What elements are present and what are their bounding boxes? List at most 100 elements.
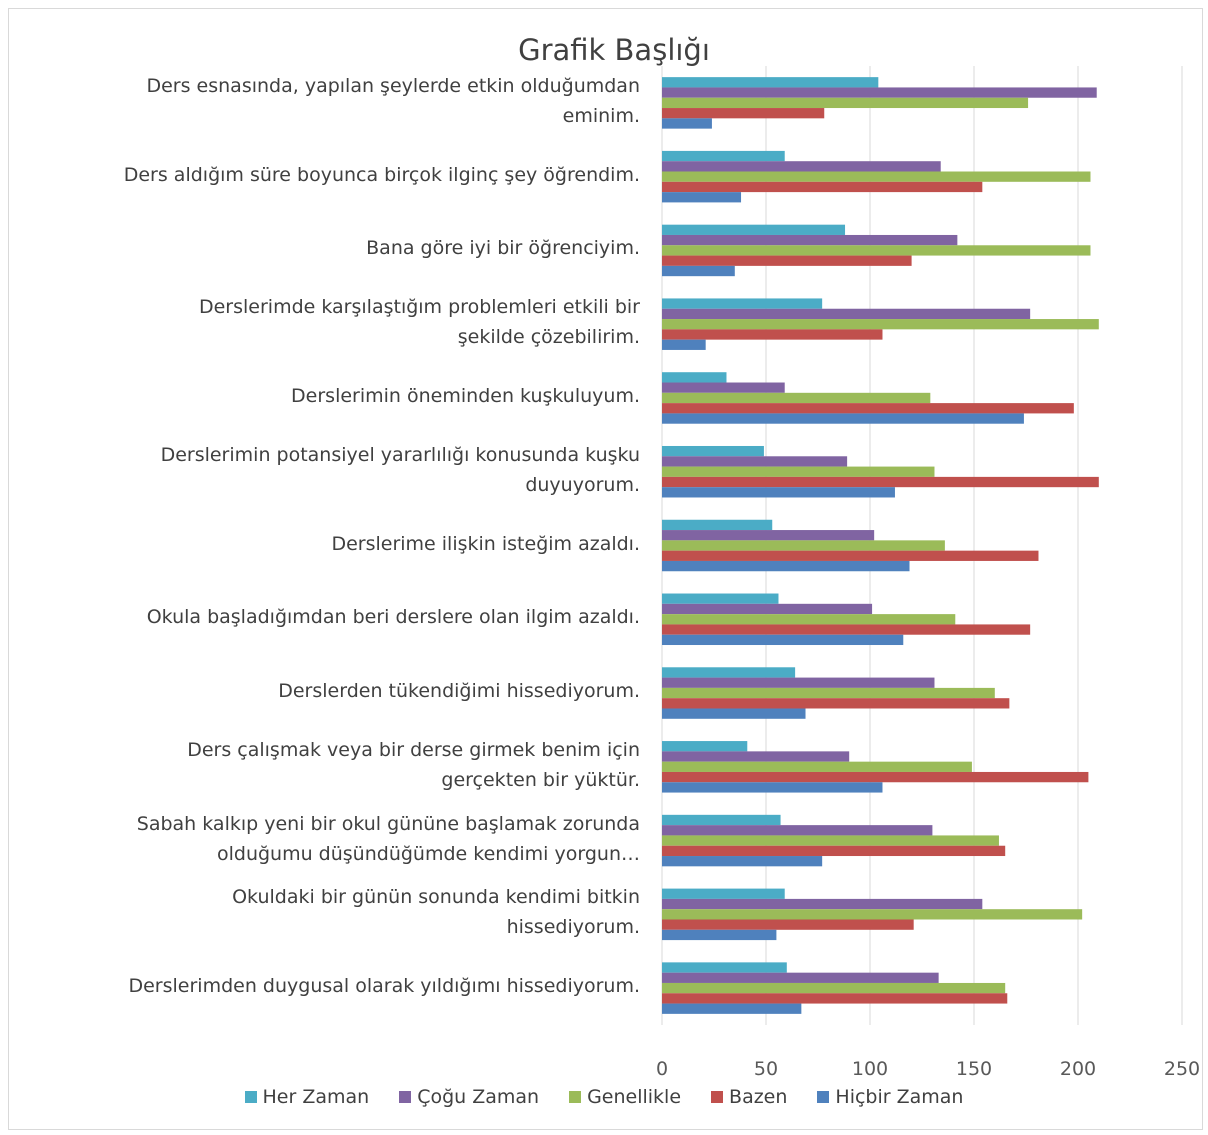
legend-label: Çoğu Zaman	[417, 1086, 540, 1108]
bar	[662, 476, 1099, 488]
bar	[662, 445, 764, 457]
bar	[662, 540, 945, 551]
bar	[662, 560, 910, 572]
chart-title: Grafik Başlığı	[518, 33, 710, 67]
legend-item: Genellikle	[569, 1086, 681, 1108]
legend: Her Zaman Çoğu Zaman Genellikle Bazen Hiçbir…	[0, 1086, 1208, 1108]
category-label-line: Derslerimin potansiyel yararlılığı konus…	[160, 443, 640, 466]
category-label-line: Okuldaki bir günün sonunda kendimi bitki…	[232, 886, 640, 909]
bar	[662, 372, 727, 383]
bar	[662, 245, 1091, 256]
chart-frame	[8, 8, 1203, 1130]
category-label: Derslerimde karşılaştığım problemleri et…	[80, 292, 640, 352]
legend-item: Hiçbir Zaman	[817, 1086, 963, 1108]
bar	[662, 603, 873, 615]
category-label: Derslerden tükendiğimi hissediyorum.	[80, 676, 640, 706]
legend-item: Çoğu Zaman	[399, 1086, 539, 1108]
bar	[662, 982, 1006, 994]
category-label-line: Derslerden tükendiğimi hissediyorum.	[278, 680, 640, 703]
bar	[662, 1003, 802, 1014]
x-tick-labels: 0 50 100 150 200 250	[656, 1058, 1200, 1080]
bar	[662, 519, 773, 531]
bar	[662, 634, 904, 646]
bar	[662, 741, 748, 752]
bar	[662, 234, 958, 246]
bar	[662, 550, 1039, 561]
bar	[662, 909, 1083, 920]
bars	[662, 77, 1099, 1014]
bar	[662, 224, 846, 235]
category-label-line: Derslerimden duygusal olarak yıldığımı h…	[128, 975, 640, 998]
category-label-line: Derslerime ilişkin isteğim azaldı.	[331, 532, 640, 555]
bar	[662, 171, 1091, 182]
category-label: Derslerimden duygusal olarak yıldığımı h…	[80, 971, 640, 1001]
bar	[662, 888, 785, 899]
bar	[662, 255, 912, 266]
bar	[662, 698, 1010, 709]
bar	[662, 161, 941, 172]
bar	[662, 329, 883, 340]
category-label-line: Ders aldığım süre boyunca birçok ilginç …	[123, 163, 640, 186]
bar	[662, 339, 706, 350]
bar	[662, 403, 1074, 414]
category-label-line: eminim.	[562, 104, 640, 127]
bar	[662, 782, 883, 793]
category-label-line: Okula başladığımdan beri derslere olan i…	[146, 606, 640, 629]
category-label: Bana göre iyi bir öğrenciyim.	[80, 233, 640, 263]
legend-swatch	[569, 1091, 582, 1103]
bar	[662, 825, 933, 836]
legend-item: Bazen	[711, 1086, 787, 1108]
legend-swatch	[244, 1091, 257, 1103]
bar	[662, 87, 1097, 98]
legend-label: Her Zaman	[262, 1086, 370, 1108]
x-tick-label: 150	[956, 1058, 992, 1080]
bar	[662, 456, 848, 467]
bar	[662, 108, 825, 119]
legend-label: Bazen	[729, 1086, 788, 1108]
x-tick-label: 0	[656, 1058, 668, 1080]
bar	[662, 929, 777, 941]
bar	[662, 835, 999, 846]
bar	[662, 814, 781, 826]
category-label: Derslerimin öneminden kuşkuluyum.	[80, 381, 640, 411]
category-label-line: Ders esnasında, yapılan şeylerde etkin o…	[146, 74, 640, 97]
bar	[662, 150, 785, 162]
bar	[662, 413, 1024, 424]
bar	[662, 919, 914, 930]
bar	[662, 614, 956, 625]
category-label: Ders çalışmak veya bir derse girmek beni…	[80, 735, 640, 795]
x-tick-label: 100	[852, 1058, 888, 1080]
category-label: Okuldaki bir günün sonunda kendimi bitki…	[80, 882, 640, 942]
bar	[662, 993, 1008, 1004]
bar	[662, 392, 931, 404]
category-label: Derslerimin potansiyel yararlılığı konus…	[80, 440, 640, 500]
legend-swatch	[711, 1091, 724, 1103]
category-label-line: Sabah kalkıp yeni bir okul gününe başlam…	[136, 812, 640, 835]
category-label-line: Ders çalışmak veya bir derse girmek beni…	[187, 738, 640, 761]
category-label-line: Derslerimin öneminden kuşkuluyum.	[291, 384, 640, 407]
bar	[662, 530, 875, 541]
legend-item: Her Zaman	[244, 1086, 370, 1108]
category-label-line: gerçekten bir yüktür.	[441, 768, 640, 791]
bar	[662, 77, 879, 88]
category-label-line: olduğumu düşündüğümde kendimi yorgun…	[216, 842, 640, 865]
legend-label: Hiçbir Zaman	[835, 1086, 964, 1108]
bar	[662, 298, 823, 309]
bar	[662, 972, 939, 983]
bar	[662, 667, 796, 678]
bar	[662, 677, 935, 688]
category-label: Okula başladığımdan beri derslere olan i…	[80, 602, 640, 632]
bar	[662, 624, 1031, 635]
legend-swatch	[399, 1091, 412, 1103]
category-label: Derslerime ilişkin isteğim azaldı.	[80, 529, 640, 559]
bar	[662, 192, 742, 203]
bar	[662, 466, 935, 477]
bar	[662, 761, 972, 772]
category-label: Sabah kalkıp yeni bir okul gününe başlam…	[80, 809, 640, 869]
bar	[662, 856, 823, 867]
bar	[662, 265, 735, 277]
x-tick-label: 50	[754, 1058, 778, 1080]
category-label-line: duyuyorum.	[525, 473, 640, 496]
category-label-line: hissediyorum.	[506, 916, 640, 939]
bar	[662, 308, 1031, 320]
